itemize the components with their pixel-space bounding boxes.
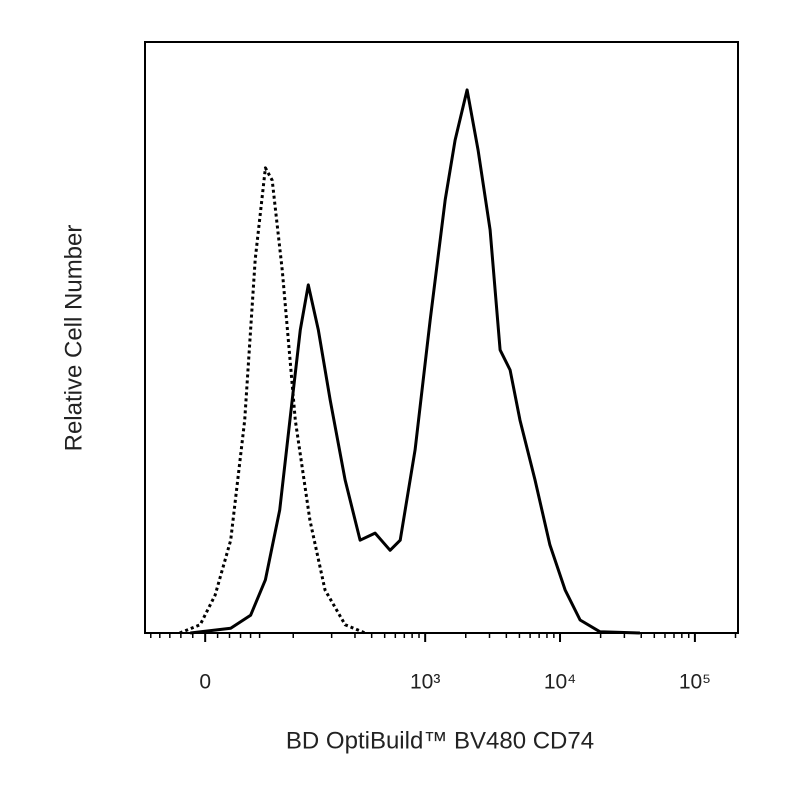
x-tick-label: 10³	[410, 671, 440, 694]
x-tick-label: 10⁴	[544, 671, 576, 694]
x-tick-label: 10⁵	[679, 671, 711, 694]
y-axis-label: Relative Cell Number	[60, 225, 87, 452]
histogram-line	[190, 88, 640, 635]
plot-frame	[144, 41, 739, 634]
x-axis-label: BD OptiBuild™ BV480 CD74	[286, 727, 594, 754]
histogram-line	[179, 166, 366, 635]
x-tick-label: 0	[199, 671, 211, 694]
